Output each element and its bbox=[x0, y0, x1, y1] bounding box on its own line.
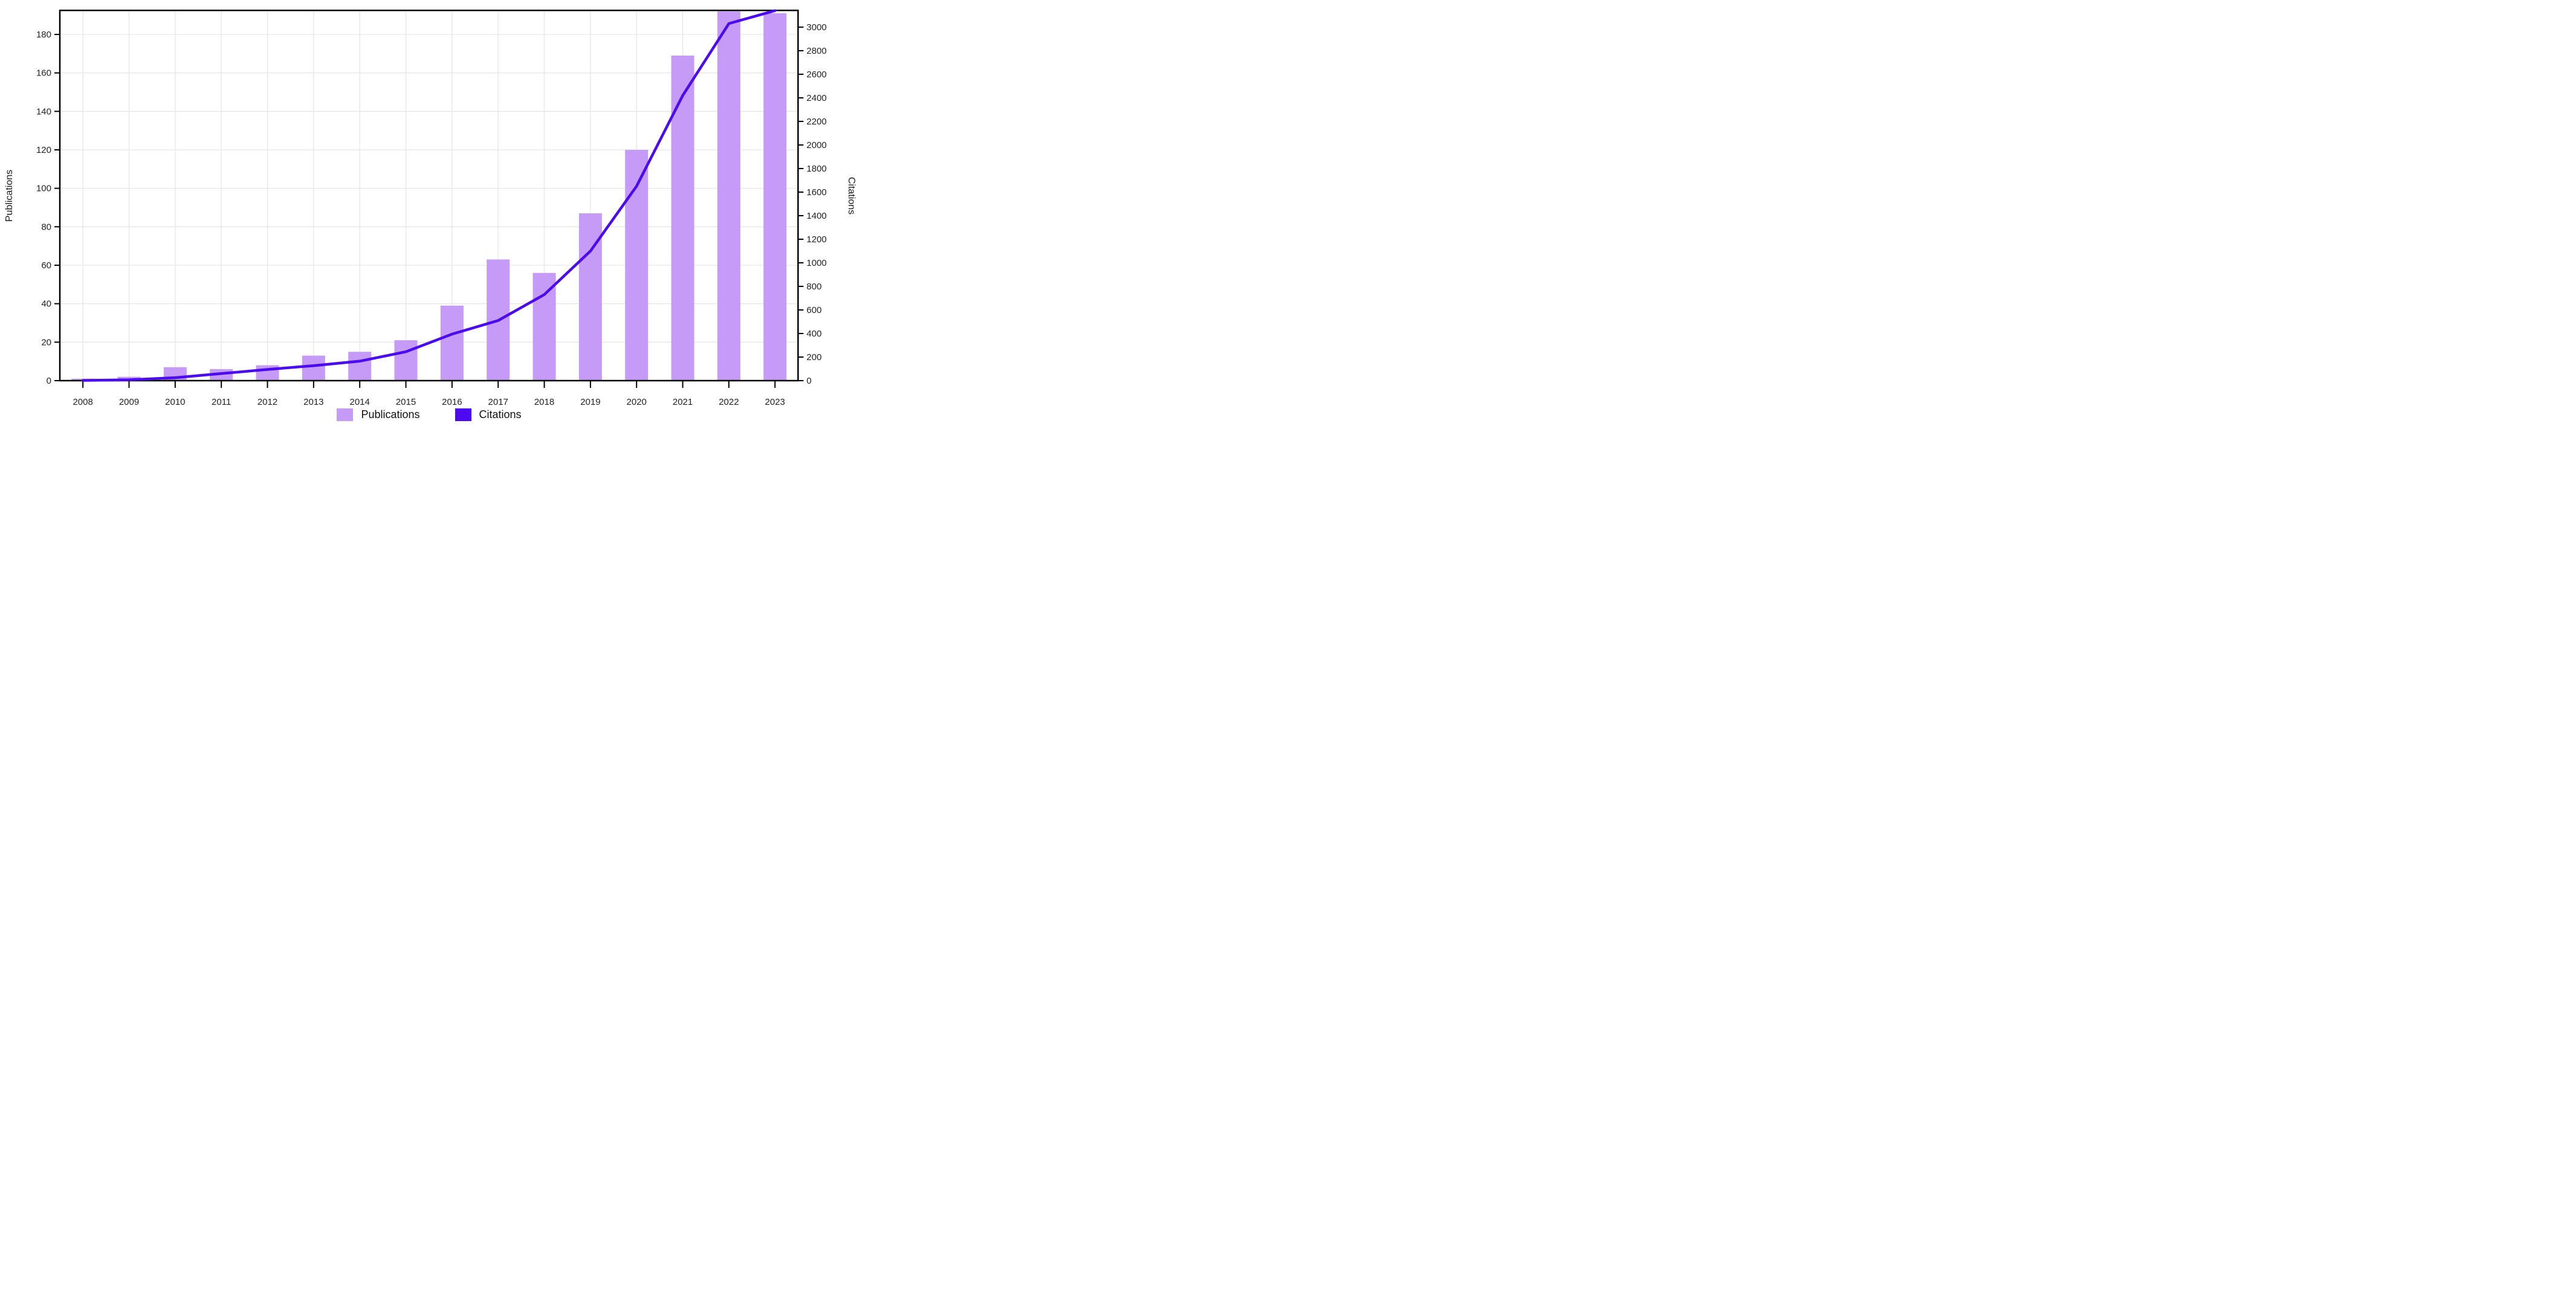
right-tick-label-1000: 1000 bbox=[806, 258, 826, 268]
bar-2013[interactable] bbox=[302, 355, 325, 381]
x-tick-label-2011: 2011 bbox=[212, 397, 231, 407]
left-tick-label-160: 160 bbox=[36, 68, 51, 79]
x-tick-label-2009: 2009 bbox=[119, 397, 139, 407]
legend-item-publications[interactable]: Publications bbox=[337, 408, 420, 421]
bar-2015[interactable] bbox=[394, 340, 418, 381]
right-tick-label-1800: 1800 bbox=[806, 164, 826, 174]
right-tick-label-2400: 2400 bbox=[806, 93, 826, 103]
x-tick-label-2008: 2008 bbox=[73, 397, 92, 407]
left-axis-title: Publications bbox=[4, 169, 15, 222]
x-tick-label-2017: 2017 bbox=[488, 397, 508, 407]
left-tick-label-180: 180 bbox=[36, 30, 51, 40]
left-tick-label-60: 60 bbox=[41, 260, 51, 271]
x-tick-label-2013: 2013 bbox=[303, 397, 323, 407]
right-tick-label-2800: 2800 bbox=[806, 46, 826, 56]
left-tick-label-100: 100 bbox=[36, 184, 51, 194]
right-tick-label-400: 400 bbox=[806, 329, 821, 339]
right-tick-label-3000: 3000 bbox=[806, 22, 826, 33]
right-tick-label-1400: 1400 bbox=[806, 211, 826, 221]
x-tick-label-2012: 2012 bbox=[257, 397, 277, 407]
chart-canvas: 0204060801001201401601800200400600800100… bbox=[36, 9, 827, 407]
left-tick-label-40: 40 bbox=[41, 299, 51, 309]
left-tick-label-0: 0 bbox=[47, 376, 51, 386]
right-tick-label-200: 200 bbox=[806, 352, 821, 363]
legend-label-citations: Citations bbox=[479, 408, 522, 421]
x-tick-label-2020: 2020 bbox=[627, 397, 647, 407]
citations-line[interactable] bbox=[81, 9, 777, 382]
bar-2023[interactable] bbox=[763, 13, 787, 381]
left-tick-label-140: 140 bbox=[36, 106, 51, 117]
publications-swatch-icon bbox=[337, 408, 354, 421]
x-tick-label-2015: 2015 bbox=[396, 397, 416, 407]
bar-2016[interactable] bbox=[440, 305, 464, 381]
x-tick-label-2018: 2018 bbox=[534, 397, 554, 407]
right-tick-label-1200: 1200 bbox=[806, 234, 826, 245]
x-tick-label-2014: 2014 bbox=[350, 397, 370, 407]
x-tick-label-2022: 2022 bbox=[719, 397, 739, 407]
right-tick-label-0: 0 bbox=[806, 376, 811, 386]
right-axis-title: Citations bbox=[846, 176, 856, 215]
right-tick-label-1600: 1600 bbox=[806, 187, 826, 198]
dual-axis-chart: 0 20 40 60 80 100 120 140 160 180 0 200 400 600 800 100… bbox=[0, 0, 858, 433]
bar-2022[interactable] bbox=[717, 11, 740, 381]
right-tick-label-2000: 2000 bbox=[806, 140, 826, 150]
x-tick-label-2010: 2010 bbox=[165, 397, 185, 407]
left-tick-label-20: 20 bbox=[41, 337, 51, 347]
right-tick-label-600: 600 bbox=[806, 305, 821, 315]
left-tick-label-80: 80 bbox=[41, 222, 51, 232]
x-tick-label-2019: 2019 bbox=[580, 397, 600, 407]
bar-2014[interactable] bbox=[348, 352, 372, 381]
right-tick-label-2600: 2600 bbox=[806, 69, 826, 80]
left-tick-label-120: 120 bbox=[36, 145, 51, 155]
x-tick-label-2016: 2016 bbox=[442, 397, 462, 407]
right-tick-label-800: 800 bbox=[806, 282, 821, 292]
x-tick-label-2021: 2021 bbox=[673, 397, 693, 407]
legend: Publications Citations bbox=[0, 408, 858, 421]
legend-label-publications: Publications bbox=[361, 408, 420, 421]
bar-2021[interactable] bbox=[671, 56, 694, 381]
plot-frame bbox=[59, 9, 799, 382]
citations-swatch-icon bbox=[455, 408, 471, 421]
legend-item-citations[interactable]: Citations bbox=[455, 408, 522, 421]
bar-2018[interactable] bbox=[532, 272, 556, 381]
x-tick-label-2023: 2023 bbox=[765, 397, 785, 407]
right-tick-label-2200: 2200 bbox=[806, 117, 826, 127]
